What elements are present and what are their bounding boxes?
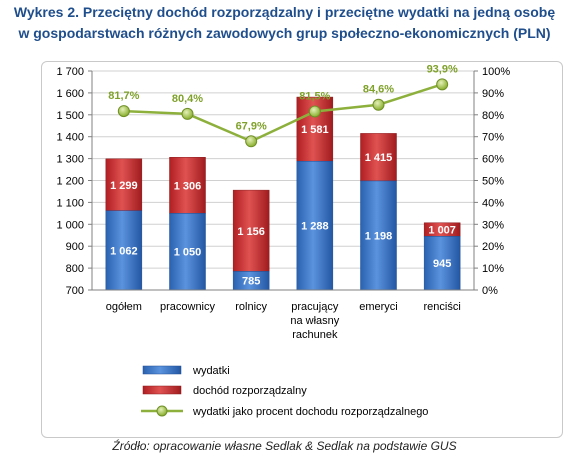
legend-swatch-marker	[156, 405, 168, 417]
x-tick-label: rolnicy	[235, 301, 267, 313]
bar-label-wydatki: 1 198	[365, 230, 393, 242]
percent-label: 80,4%	[172, 93, 203, 105]
percent-marker	[245, 135, 258, 148]
bar-wydatki	[169, 213, 206, 291]
y-tick-label: 700	[66, 285, 84, 297]
x-tick-label: renciści	[424, 301, 461, 313]
bar-label-dochod: 1 415	[365, 152, 393, 164]
percent-line	[123, 83, 443, 143]
y-tick-label: 1 300	[56, 154, 84, 166]
x-tick-label: pracujący	[291, 301, 339, 313]
y-tick-label: 1 100	[56, 197, 84, 209]
bar-wydatki	[105, 210, 143, 291]
chart-title: Wykres 2. Przeciętny dochód rozporządzal…	[0, 2, 569, 44]
y2-tick-label: 10%	[482, 263, 504, 275]
y2-tick-label: 20%	[482, 241, 504, 253]
y2-tick-label: 90%	[482, 88, 504, 100]
bar-wydatki	[296, 160, 334, 291]
x-tick-label: na własny	[290, 315, 339, 327]
y-tick-label: 1 600	[56, 88, 84, 100]
legend-swatch-wydatki	[142, 365, 182, 375]
bars-layer: 1 299 1 062 1 306 1 050 1 156 785 1 581 1 288 1 …	[105, 96, 461, 291]
x-tick-label: pracownicy	[160, 301, 216, 313]
y2-tick-label: 0%	[482, 285, 498, 297]
percent-label: 93,9%	[427, 63, 458, 75]
y-axis-left: 700 800 900 1 000 1 100 1 200 1 300 1 400 1 500 1…	[56, 66, 93, 297]
y-tick-label: 800	[66, 263, 84, 275]
bar-dochod	[360, 133, 397, 182]
bar-label-dochod: 1 306	[174, 180, 202, 192]
bar-label-dochod: 1 581	[301, 124, 329, 136]
chart-title-line2: w gospodarstwach różnych zawodowych grup…	[18, 25, 551, 41]
x-tick-label: ogółem	[106, 301, 142, 313]
y2-tick-label: 40%	[482, 197, 504, 209]
bar-label-wydatki: 785	[242, 276, 260, 288]
bar-label-wydatki: 945	[433, 258, 451, 270]
bar-dochod	[232, 189, 270, 272]
chart-title-line1: Wykres 2. Przeciętny dochód rozporządzal…	[13, 4, 556, 20]
y2-tick-label: 100%	[482, 66, 510, 78]
y2-tick-label: 30%	[482, 219, 504, 231]
y-tick-label: 1 000	[56, 219, 84, 231]
y-axis-right: 0% 10% 20% 30% 40% 50% 60% 70% 80% 90% 100%	[473, 66, 510, 297]
percent-label: 84,6%	[363, 84, 394, 96]
percent-marker	[372, 98, 385, 111]
percent-marker	[436, 78, 449, 91]
y2-tick-label: 60%	[482, 154, 504, 166]
source-note: Źródło: opracowanie własne Sedlak & Sedl…	[112, 439, 457, 453]
grid-layer	[92, 70, 474, 291]
bar-wydatki	[360, 180, 397, 291]
percent-marker	[181, 107, 194, 120]
bar-label-wydatki: 1 288	[301, 221, 329, 233]
y-tick-label: 1 400	[56, 132, 84, 144]
y-tick-label: 1 500	[56, 110, 84, 122]
x-tick-label: rachunek	[292, 329, 338, 341]
bar-label-wydatki: 1 062	[110, 245, 138, 257]
bar-label-wydatki: 1 050	[174, 247, 202, 259]
y2-tick-label: 50%	[482, 176, 504, 188]
y-tick-label: 1 700	[56, 66, 84, 78]
legend-label-wydatki: wydatki	[192, 365, 230, 377]
bar-wydatki	[423, 236, 461, 291]
y-tick-label: 900	[66, 241, 84, 253]
percent-marker	[117, 105, 130, 118]
x-tick-label: emeryci	[359, 301, 398, 313]
legend-label-procent: wydatki jako procent dochodu rozporządza…	[192, 406, 428, 418]
y-tick-label: 1 200	[56, 176, 84, 188]
y2-tick-label: 70%	[482, 132, 504, 144]
percent-label: 81,5%	[299, 91, 330, 103]
bar-label-dochod: 1 299	[110, 180, 138, 192]
legend: wydatki dochód rozporządzalny wydatki jako…	[141, 365, 428, 418]
bar-label-dochod: 1 156	[237, 226, 265, 238]
percent-line-layer: 81,7% 80,4% 67,9% 81,5% 84,6% 93,9%	[108, 63, 458, 148]
bar-label-dochod: 1 007	[428, 225, 456, 237]
bar-dochod	[169, 157, 206, 214]
legend-swatch-dochod	[142, 385, 182, 395]
percent-label: 67,9%	[236, 120, 267, 132]
x-axis: ogółem pracownicy rolnicy pracujący na własn…	[92, 289, 474, 341]
percent-label: 81,7%	[108, 90, 139, 102]
percent-marker	[308, 105, 321, 118]
legend-label-dochod: dochód rozporządzalny	[193, 385, 307, 397]
y2-tick-label: 80%	[482, 110, 504, 122]
